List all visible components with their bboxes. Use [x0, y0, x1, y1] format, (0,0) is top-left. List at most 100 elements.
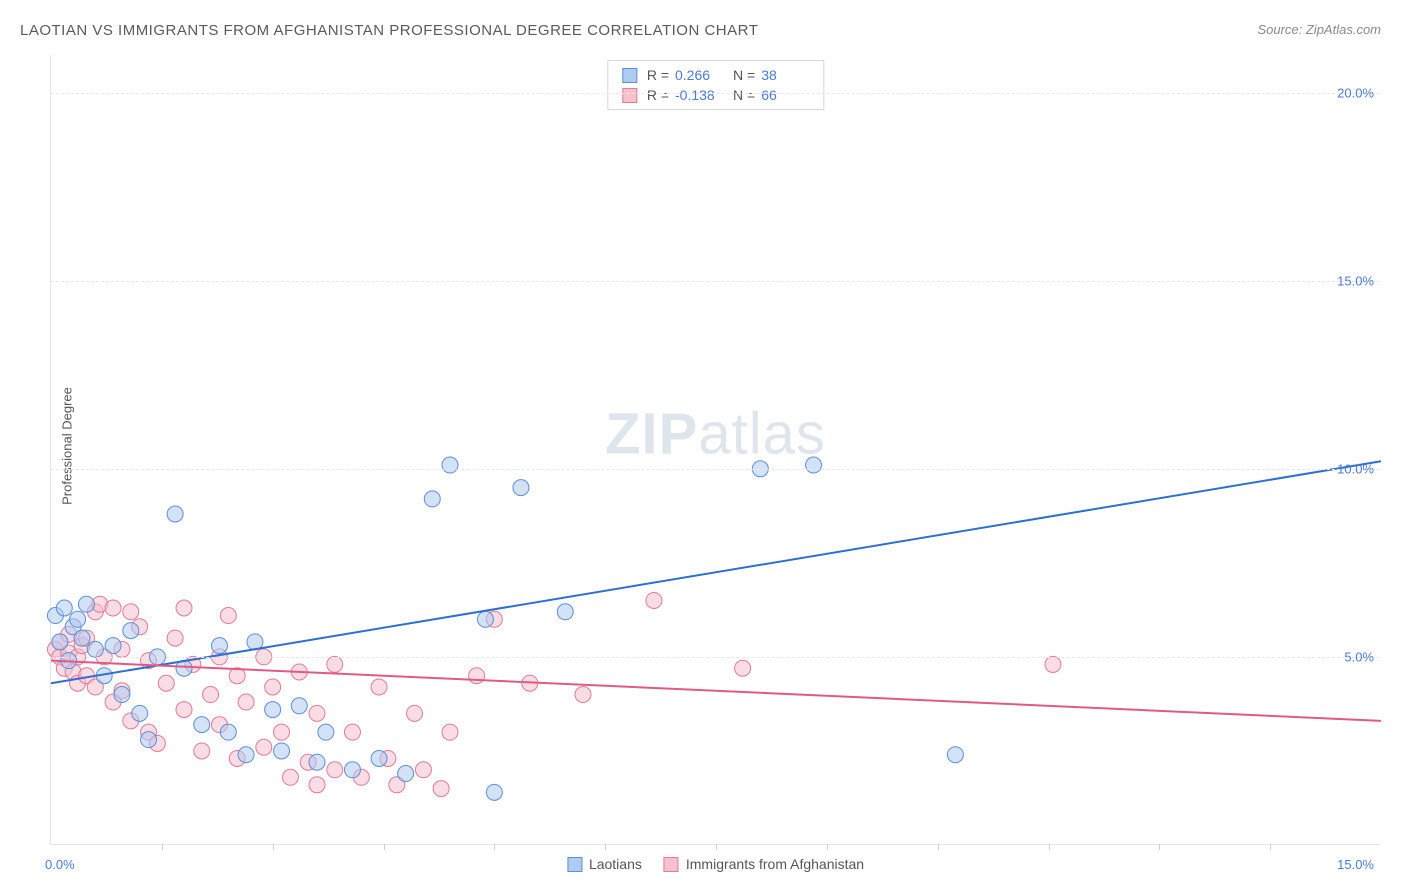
series-legend: Laotians Immigrants from Afghanistan — [567, 856, 864, 872]
legend-swatch — [622, 68, 637, 83]
legend-r-value: 0.266 — [675, 67, 723, 83]
scatter-point — [309, 754, 325, 770]
scatter-point — [56, 600, 72, 616]
gridline-h — [51, 657, 1380, 658]
scatter-point — [70, 611, 86, 627]
scatter-point — [327, 656, 343, 672]
scatter-point — [433, 781, 449, 797]
chart-area: ZIPatlas R =0.266N =38R =-0.138N =66 Lao… — [50, 55, 1380, 845]
scatter-point — [203, 687, 219, 703]
x-tick — [273, 844, 274, 850]
correlation-legend: R = 0.266 N = 38 R = -0.138 N = 66 — [607, 60, 824, 110]
scatter-point — [211, 638, 227, 654]
gridline-h — [51, 469, 1380, 470]
regression-line — [51, 461, 1381, 683]
scatter-point — [442, 457, 458, 473]
scatter-point — [194, 743, 210, 759]
x-tick — [827, 844, 828, 850]
legend-series-item: Laotians — [567, 856, 642, 872]
scatter-point — [486, 784, 502, 800]
scatter-point — [806, 457, 822, 473]
scatter-point — [238, 694, 254, 710]
scatter-point — [123, 604, 139, 620]
scatter-point — [114, 687, 130, 703]
scatter-point — [735, 660, 751, 676]
regression-line — [51, 661, 1381, 721]
scatter-point — [477, 611, 493, 627]
x-tick — [938, 844, 939, 850]
scatter-point — [557, 604, 573, 620]
scatter-point — [123, 623, 139, 639]
scatter-point — [265, 702, 281, 718]
legend-swatch — [664, 857, 679, 872]
y-tick-label: 15.0% — [1337, 273, 1374, 288]
y-tick-label: 10.0% — [1337, 461, 1374, 476]
scatter-point — [220, 608, 236, 624]
legend-swatch — [622, 88, 637, 103]
scatter-point — [87, 641, 103, 657]
scatter-point — [105, 600, 121, 616]
legend-series-label: Immigrants from Afghanistan — [686, 856, 864, 872]
scatter-point — [646, 592, 662, 608]
legend-n-label: N = — [733, 67, 755, 83]
legend-n-label: N = — [733, 87, 755, 103]
scatter-point — [265, 679, 281, 695]
scatter-point — [415, 762, 431, 778]
legend-r-label: R = — [647, 87, 669, 103]
scatter-point — [274, 724, 290, 740]
source-credit: Source: ZipAtlas.com — [1257, 22, 1381, 37]
scatter-point — [78, 596, 94, 612]
scatter-point — [282, 769, 298, 785]
scatter-point — [158, 675, 174, 691]
scatter-point — [52, 634, 68, 650]
y-tick-label: 5.0% — [1344, 649, 1374, 664]
legend-series-item: Immigrants from Afghanistan — [664, 856, 864, 872]
scatter-point — [167, 630, 183, 646]
scatter-point — [513, 480, 529, 496]
legend-r-label: R = — [647, 67, 669, 83]
scatter-point — [141, 732, 157, 748]
legend-n-value: 66 — [761, 87, 809, 103]
scatter-point — [1045, 656, 1061, 672]
scatter-point — [176, 702, 192, 718]
scatter-point — [167, 506, 183, 522]
x-tick-label: 0.0% — [45, 857, 75, 872]
x-tick — [1049, 844, 1050, 850]
scatter-point — [274, 743, 290, 759]
x-tick — [605, 844, 606, 850]
x-tick — [1270, 844, 1271, 850]
x-tick — [1159, 844, 1160, 850]
legend-stat-row: R = -0.138 N = 66 — [622, 85, 809, 105]
chart-title: LAOTIAN VS IMMIGRANTS FROM AFGHANISTAN P… — [20, 22, 758, 39]
scatter-point — [309, 777, 325, 793]
legend-stat-row: R = 0.266 N = 38 — [622, 65, 809, 85]
legend-swatch — [567, 857, 582, 872]
scatter-point — [176, 600, 192, 616]
scatter-point — [220, 724, 236, 740]
scatter-point — [424, 491, 440, 507]
scatter-point — [371, 750, 387, 766]
x-tick-label: 15.0% — [1337, 857, 1374, 872]
scatter-point — [575, 687, 591, 703]
gridline-h — [51, 281, 1380, 282]
scatter-point — [947, 747, 963, 763]
scatter-point — [407, 705, 423, 721]
x-tick — [384, 844, 385, 850]
scatter-point — [256, 739, 272, 755]
y-tick-label: 20.0% — [1337, 85, 1374, 100]
scatter-point — [327, 762, 343, 778]
scatter-point — [371, 679, 387, 695]
scatter-point — [344, 724, 360, 740]
scatter-point — [344, 762, 360, 778]
legend-series-label: Laotians — [589, 856, 642, 872]
x-tick — [716, 844, 717, 850]
scatter-point — [398, 766, 414, 782]
scatter-point — [105, 638, 121, 654]
legend-n-value: 38 — [761, 67, 809, 83]
scatter-point — [132, 705, 148, 721]
scatter-point — [74, 630, 90, 646]
x-tick — [494, 844, 495, 850]
legend-r-value: -0.138 — [675, 87, 723, 103]
scatter-point — [238, 747, 254, 763]
scatter-point — [442, 724, 458, 740]
